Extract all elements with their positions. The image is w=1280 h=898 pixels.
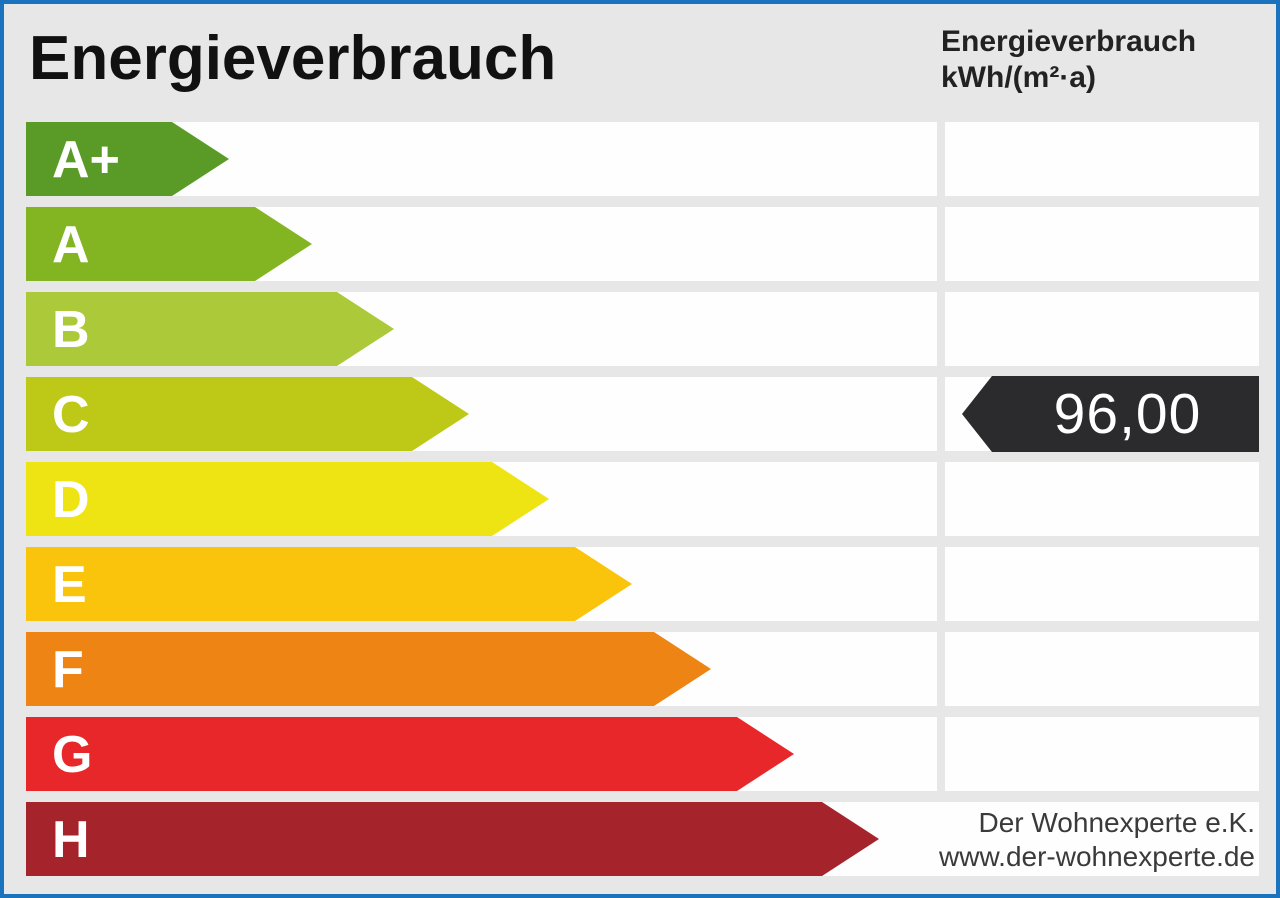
value-cell	[945, 207, 1259, 281]
value-cell	[945, 292, 1259, 366]
band-letter: F	[52, 641, 84, 699]
band-bar-g: G	[26, 717, 794, 791]
footer-website: www.der-wohnexperte.de	[939, 841, 1255, 872]
band-row-d: D	[26, 462, 1259, 536]
unit-header-line2: kWh/(m²·a)	[941, 61, 1096, 94]
value-cell-c: 96,00	[945, 376, 1259, 452]
band-bar-a: A	[26, 207, 312, 281]
band-letter: E	[52, 556, 87, 614]
band-letter: D	[52, 471, 90, 529]
band-bar-b: B	[26, 292, 394, 366]
footer-credit: Der Wohnexperte e.K. www.der-wohnexperte…	[935, 802, 1259, 876]
band-letter: A+	[52, 131, 120, 189]
band-letter: H	[52, 811, 90, 869]
band-bar-c: C	[26, 377, 469, 451]
footer-company: Der Wohnexperte e.K.	[978, 807, 1255, 838]
value-cell	[945, 122, 1259, 196]
band-row-e: E	[26, 547, 1259, 621]
value-cell	[945, 717, 1259, 791]
band-letter: C	[52, 386, 90, 444]
band-letter: A	[52, 216, 90, 274]
band-bar-e: E	[26, 547, 632, 621]
band-row-b: B	[26, 292, 1259, 366]
unit-header-line1: Energieverbrauch	[941, 25, 1197, 58]
value-cell	[945, 547, 1259, 621]
band-bar-d: D	[26, 462, 549, 536]
band-letter: B	[52, 301, 90, 359]
value-indicator-arrow: 96,00	[962, 376, 1259, 452]
band-row-h: Der Wohnexperte e.K. www.der-wohnexperte…	[26, 802, 1259, 876]
value-cell-h: Der Wohnexperte e.K. www.der-wohnexperte…	[935, 802, 1259, 876]
band-bar-f: F	[26, 632, 711, 706]
band-rows: A+ A B 96,00 C	[26, 122, 1259, 887]
band-letter: G	[52, 726, 93, 784]
band-row-a-plus: A+	[26, 122, 1259, 196]
band-row-c: 96,00 C	[26, 376, 1259, 452]
page-title: Energieverbrauch	[29, 24, 557, 93]
unit-header: Energieverbrauch kWh/(m²·a)	[941, 24, 1196, 96]
band-row-f: F	[26, 632, 1259, 706]
band-row-g: G	[26, 717, 1259, 791]
value-cell	[945, 462, 1259, 536]
value-cell	[945, 632, 1259, 706]
band-row-a: A	[26, 207, 1259, 281]
band-bar-h: H	[26, 802, 879, 876]
